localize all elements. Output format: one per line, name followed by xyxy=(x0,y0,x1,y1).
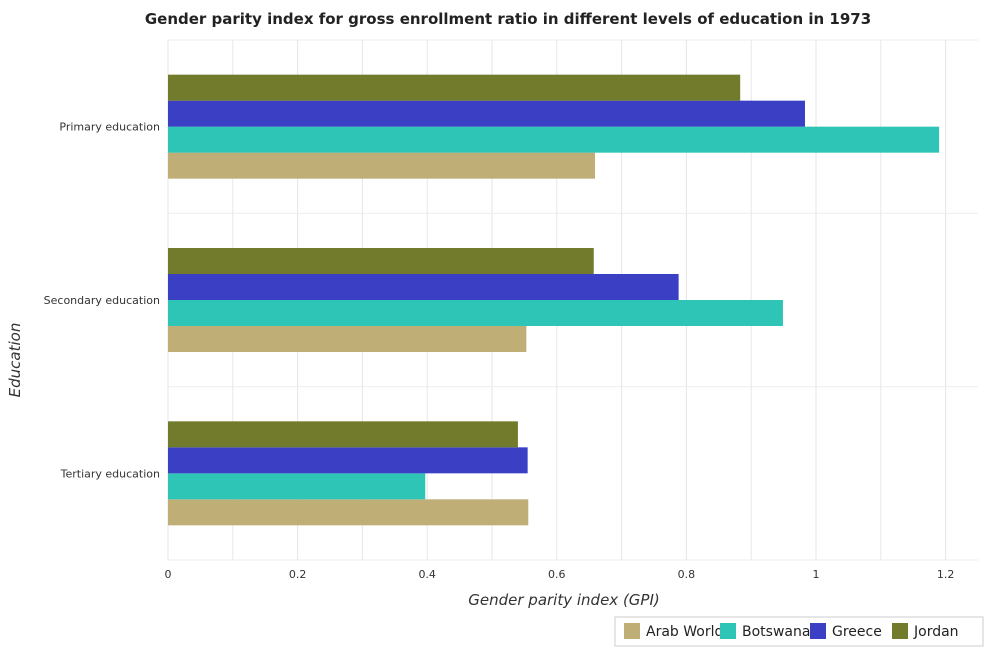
legend-swatch xyxy=(892,623,908,639)
x-tick-label: 0.2 xyxy=(289,568,307,581)
legend-label: Jordan xyxy=(913,624,959,640)
bar-greece xyxy=(168,100,805,127)
legend-label: Botswana xyxy=(742,624,810,640)
bar-jordan xyxy=(168,421,518,448)
x-tick-label: 0.4 xyxy=(418,568,436,581)
bar-arab-world xyxy=(168,499,529,526)
legend-swatch xyxy=(624,623,640,639)
bar-jordan xyxy=(168,248,594,274)
bar-greece xyxy=(168,274,679,300)
bar-arab-world xyxy=(168,152,596,179)
bar-greece xyxy=(168,447,528,474)
y-tick-label: Secondary education xyxy=(44,294,160,307)
legend-swatch xyxy=(720,623,736,639)
x-tick-label: 1 xyxy=(813,568,820,581)
bar-botswana xyxy=(168,300,783,326)
legend-swatch xyxy=(810,623,826,639)
legend-label: Greece xyxy=(832,624,882,640)
x-tick-label: 0 xyxy=(165,568,172,581)
bar-arab-world xyxy=(168,326,527,352)
bars xyxy=(168,74,940,526)
bar-jordan xyxy=(168,74,741,101)
legend-frame xyxy=(614,616,984,647)
bar-botswana xyxy=(168,473,426,500)
x-axis-ticks: 0 0.2 0.4 0.6 0.8 1 1.2 xyxy=(165,568,955,581)
x-tick-label: 1.2 xyxy=(937,568,955,581)
x-axis-label: Gender parity index (GPI) xyxy=(468,591,659,609)
y-tick-label: Primary education xyxy=(59,121,160,134)
legend-label: Arab World xyxy=(646,624,723,640)
y-axis-label: Education xyxy=(6,323,24,398)
chart-title: Gender parity index for gross enrollment… xyxy=(145,10,871,28)
x-tick-label: 0.8 xyxy=(678,568,696,581)
legend: Arab World Botswana Greece Jordan xyxy=(614,616,984,647)
y-tick-label: Tertiary education xyxy=(60,467,160,480)
bar-botswana xyxy=(168,126,940,153)
y-axis-ticks: Primary education Secondary education Tert… xyxy=(44,121,160,481)
x-tick-label: 0.6 xyxy=(548,568,566,581)
